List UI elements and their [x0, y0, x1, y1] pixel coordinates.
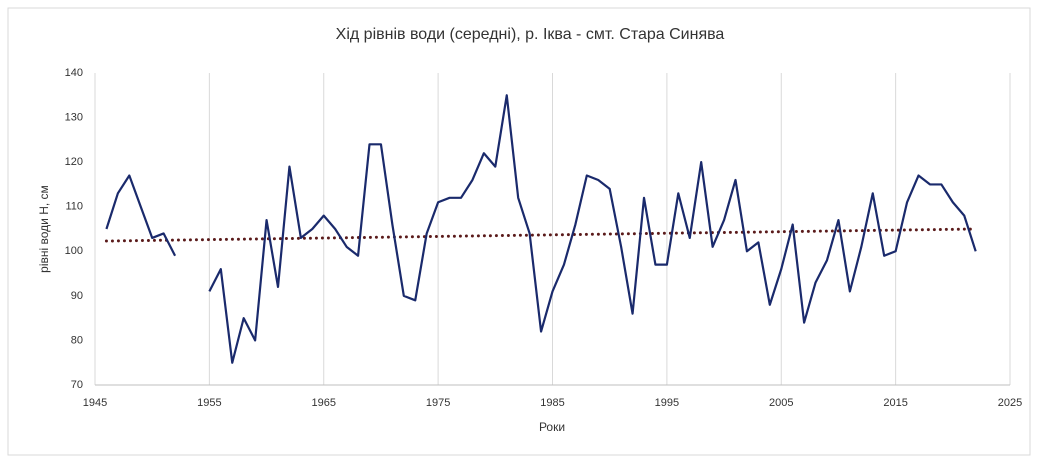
- x-tick-label: 2015: [883, 397, 907, 409]
- data-line: [105, 94, 977, 364]
- y-tick-label: 140: [65, 67, 83, 79]
- x-tick-label: 2005: [769, 397, 793, 409]
- y-tick-label: 90: [71, 290, 83, 302]
- trend-line: [104, 227, 978, 243]
- x-tick-label: 2025: [998, 397, 1022, 409]
- x-tick-label: 1995: [655, 397, 679, 409]
- y-tick-label: 100: [65, 245, 83, 257]
- x-axis-label: Роки: [539, 420, 565, 434]
- y-tick-label: 120: [65, 156, 83, 168]
- y-tick-label: 70: [71, 379, 83, 391]
- x-tick-label: 1945: [83, 397, 107, 409]
- x-tick-label: 1965: [312, 397, 336, 409]
- y-axis-label: рівні води Н, см: [37, 185, 51, 273]
- y-tick-label: 130: [65, 111, 83, 123]
- chart-frame: [7, 7, 1031, 456]
- x-tick-label: 1985: [540, 397, 564, 409]
- x-tick-label: 1975: [426, 397, 450, 409]
- y-tick-label: 110: [65, 201, 83, 213]
- chart-title: Хід рівнів води (середні), р. Іква - смт…: [336, 26, 725, 43]
- x-tick-label: 1955: [197, 397, 221, 409]
- y-tick-label: 80: [71, 334, 83, 346]
